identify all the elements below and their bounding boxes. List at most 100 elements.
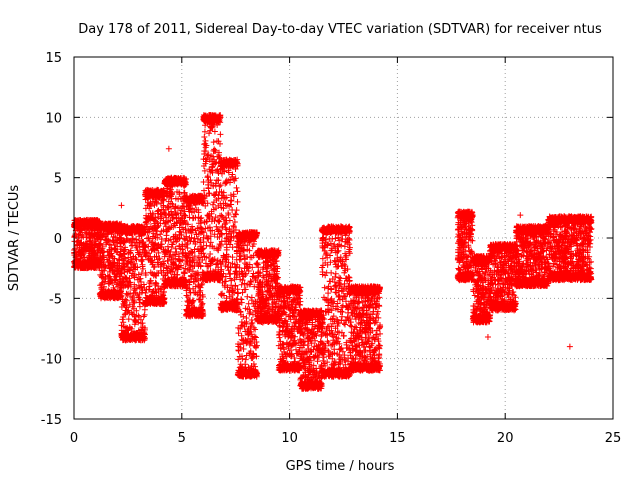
data-points xyxy=(71,112,595,392)
data-point xyxy=(99,279,106,286)
data-point xyxy=(119,253,126,260)
data-point xyxy=(131,287,138,294)
x-tick-label: 25 xyxy=(605,431,622,446)
data-point xyxy=(140,313,147,320)
x-tick-label: 5 xyxy=(178,431,186,446)
data-point xyxy=(103,237,110,244)
x-tick-label: 0 xyxy=(70,431,78,446)
data-point xyxy=(126,301,133,308)
data-point xyxy=(135,312,142,319)
data-point xyxy=(133,236,140,243)
data-point xyxy=(86,237,93,244)
y-tick-label: -15 xyxy=(41,413,62,428)
data-point xyxy=(127,239,134,246)
data-point xyxy=(82,241,89,248)
data-point xyxy=(125,316,132,323)
data-point xyxy=(121,238,128,245)
chart-title: Day 178 of 2011, Sidereal Day-to-day VTE… xyxy=(78,22,602,37)
y-tick-label: 0 xyxy=(54,232,62,247)
data-point xyxy=(106,280,113,287)
data-point xyxy=(116,280,123,287)
data-point xyxy=(125,278,132,285)
data-point xyxy=(104,238,111,245)
data-point xyxy=(130,235,137,242)
data-point xyxy=(74,238,81,245)
data-point xyxy=(118,234,125,241)
data-point xyxy=(108,264,115,271)
y-tick-label: 15 xyxy=(45,51,62,66)
data-point xyxy=(90,250,97,257)
data-point xyxy=(127,250,134,257)
data-point xyxy=(75,232,82,239)
data-point xyxy=(123,304,130,311)
y-tick-label: 5 xyxy=(54,172,62,187)
data-point xyxy=(128,272,135,279)
data-point xyxy=(120,300,127,307)
data-point xyxy=(141,325,148,332)
data-point xyxy=(118,270,125,277)
data-point xyxy=(121,299,128,306)
data-point xyxy=(99,249,106,256)
data-point xyxy=(97,236,104,243)
x-tick-label: 10 xyxy=(281,431,298,446)
data-point xyxy=(111,276,118,283)
data-point xyxy=(134,276,141,283)
data-point xyxy=(99,257,106,264)
data-point xyxy=(139,261,146,268)
data-point xyxy=(130,253,137,260)
x-tick-label: 15 xyxy=(389,431,406,446)
data-point xyxy=(111,242,118,249)
data-point xyxy=(136,276,143,283)
data-point xyxy=(118,322,125,329)
data-point xyxy=(90,232,97,239)
data-point xyxy=(137,279,144,286)
data-point xyxy=(125,266,132,273)
data-point xyxy=(117,240,124,247)
data-point xyxy=(80,251,87,258)
x-tick-label: 20 xyxy=(497,431,514,446)
data-point xyxy=(129,242,136,249)
data-point xyxy=(120,264,127,271)
data-point xyxy=(118,252,125,259)
data-point xyxy=(112,277,119,284)
data-point xyxy=(126,310,133,317)
data-point xyxy=(125,254,132,261)
data-point xyxy=(121,257,128,264)
data-point xyxy=(122,246,129,253)
data-point xyxy=(136,284,143,291)
data-point xyxy=(98,273,105,280)
data-point xyxy=(76,248,83,255)
data-point xyxy=(131,313,138,320)
data-point xyxy=(99,232,106,239)
data-point xyxy=(99,243,106,250)
data-point xyxy=(136,239,143,246)
data-point xyxy=(130,263,137,270)
data-point xyxy=(136,296,143,303)
data-point xyxy=(141,306,148,313)
y-tick-label: 10 xyxy=(45,111,62,126)
data-point xyxy=(120,319,127,326)
data-point xyxy=(127,283,134,290)
data-point xyxy=(120,283,127,290)
data-point xyxy=(97,271,104,278)
data-point xyxy=(131,299,138,306)
data-point xyxy=(107,261,114,268)
data-point xyxy=(98,267,105,274)
data-point xyxy=(79,250,86,257)
data-point xyxy=(87,246,94,253)
data-point xyxy=(109,269,116,276)
data-point xyxy=(121,323,128,330)
data-point xyxy=(139,256,146,263)
data-point xyxy=(133,285,140,292)
data-point xyxy=(82,245,89,252)
data-point xyxy=(134,291,141,298)
data-point xyxy=(98,281,105,288)
y-tick-label: -5 xyxy=(49,292,62,307)
data-point xyxy=(118,292,125,299)
data-point xyxy=(102,276,109,283)
data-point xyxy=(136,303,143,310)
data-point xyxy=(120,237,127,244)
data-point xyxy=(100,260,107,267)
